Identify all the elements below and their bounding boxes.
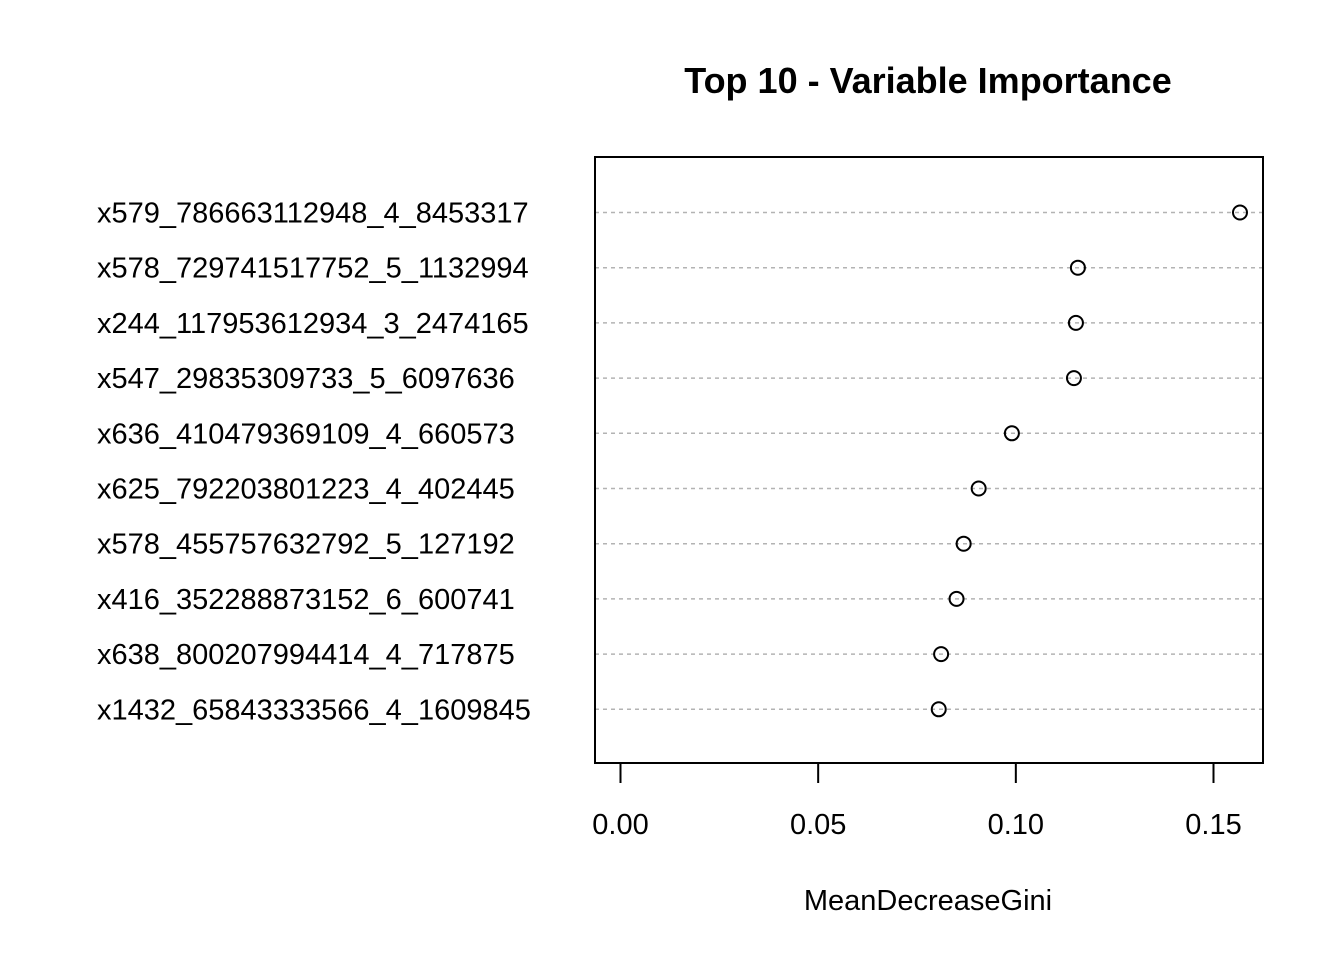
category-labels: x579_786663112948_4_8453317 x578_72974151… [97,198,531,727]
category-label: x636_410479369109_4_660573 [97,418,515,450]
category-label: x579_786663112948_4_8453317 [97,198,529,230]
category-label: x638_800207994414_4_717875 [97,639,515,671]
x-tick-label: 0.10 [988,809,1044,841]
x-tick-label: 0.05 [790,809,846,841]
data-point [930,701,947,718]
category-label: x547_29835309733_5_6097636 [97,363,515,395]
x-axis: 0.00 0.05 0.10 0.15 [592,762,1242,841]
data-point [970,480,987,497]
x-tick-label: 0.15 [1185,809,1241,841]
data-points [930,204,1248,718]
x-axis-label: MeanDecreaseGini [804,885,1052,917]
data-point [1231,204,1248,221]
category-label: x1432_65843333566_4_1609845 [97,694,531,726]
chart-title: Top 10 - Variable Importance [684,60,1171,101]
category-label: x416_352288873152_6_600741 [97,584,515,616]
data-point [1003,425,1020,442]
data-point [955,535,972,552]
data-point [948,590,965,607]
data-point [1069,259,1086,276]
category-label: x578_455757632792_5_127192 [97,529,515,561]
plot-frame [594,156,1264,764]
guide-lines [595,211,1263,711]
category-label: x578_729741517752_5_1132994 [97,253,529,285]
category-label: x625_792203801223_4_402445 [97,474,515,506]
data-point [1067,314,1084,331]
x-tick-label: 0.00 [592,809,648,841]
data-point [1065,370,1082,387]
category-label: x244_117953612934_3_2474165 [97,308,529,340]
data-point [933,646,950,663]
